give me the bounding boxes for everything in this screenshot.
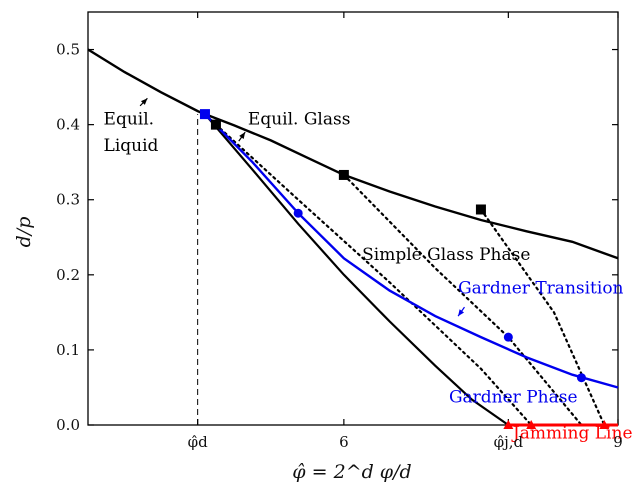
arrow-head bbox=[239, 132, 246, 139]
y-tick-label: 0.2 bbox=[56, 266, 80, 284]
state-line bbox=[204, 113, 509, 426]
y-tick-label: 0.5 bbox=[56, 41, 80, 59]
state-line bbox=[479, 208, 606, 427]
square-marker bbox=[199, 109, 210, 120]
y-tick-label: 0.0 bbox=[56, 416, 80, 434]
y-tick-label: 0.1 bbox=[56, 341, 80, 359]
state-line bbox=[342, 173, 583, 427]
triangle-marker bbox=[599, 420, 610, 429]
series-line-equil-liquid bbox=[87, 48, 206, 116]
series-line-equil-glass bbox=[204, 112, 619, 260]
arrow-head bbox=[140, 98, 148, 105]
x-tick-label: φ̂d bbox=[188, 433, 209, 451]
annotation-label: Jamming Line bbox=[511, 424, 633, 444]
data-markers bbox=[199, 109, 610, 429]
y-tick-label: 0.3 bbox=[56, 191, 80, 209]
square-marker bbox=[210, 119, 221, 130]
annotations: Equil. Liquid Equil. Glass Simple Glass Pha… bbox=[104, 110, 633, 444]
annotation-label: Gardner Phase bbox=[449, 387, 578, 407]
annotation-label: Gardner Transition bbox=[458, 279, 623, 299]
annotation-label: Simple Glass Phase bbox=[362, 245, 530, 265]
series-lines bbox=[87, 48, 619, 427]
x-tick-label: 6 bbox=[339, 433, 349, 451]
arrow-head bbox=[458, 309, 465, 317]
x-tick-label: φ̂j,d bbox=[494, 433, 524, 451]
y-axis-label: d/p bbox=[13, 217, 35, 248]
square-marker bbox=[475, 204, 486, 215]
annotation-arrows bbox=[139, 97, 465, 317]
plot-frame bbox=[87, 11, 619, 426]
circle-marker bbox=[576, 373, 586, 383]
x-tick-label: 9 bbox=[613, 433, 623, 451]
y-tick-label: 0.4 bbox=[56, 116, 80, 134]
annotation-label: Equil. Glass bbox=[248, 110, 351, 130]
annotation-label: Liquid bbox=[104, 136, 159, 156]
circle-marker bbox=[293, 208, 303, 218]
circle-marker bbox=[503, 332, 513, 342]
series-line-gardner-transition bbox=[204, 113, 619, 389]
state-line bbox=[214, 123, 533, 427]
triangle-marker bbox=[526, 420, 537, 429]
triangle-marker bbox=[503, 420, 514, 429]
x-axis-label: φ̂ = 2^d φ/d bbox=[292, 461, 411, 483]
square-marker bbox=[338, 169, 349, 180]
tick-labels: 0.0 0.1 0.2 0.3 0.4 0.5 φ̂d 6 φ̂j,d 9 bbox=[56, 41, 623, 451]
annotation-label: Equil. bbox=[104, 110, 155, 130]
